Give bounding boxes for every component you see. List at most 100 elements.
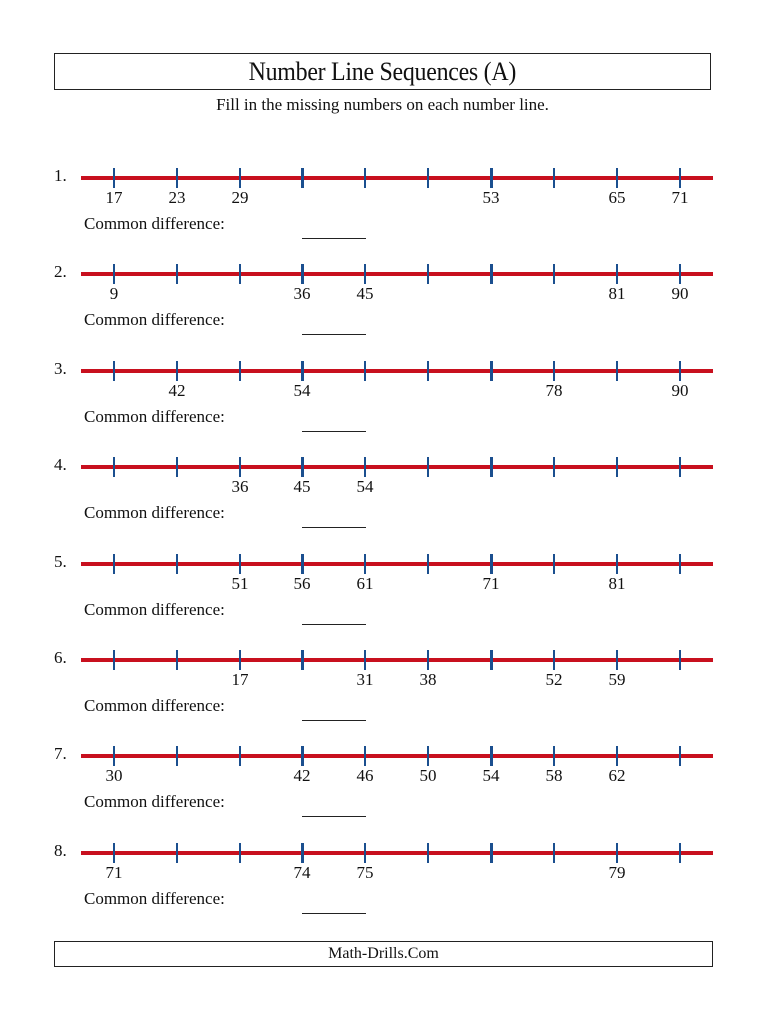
tick-mark <box>300 843 304 863</box>
number-line <box>81 658 713 662</box>
tick-label: 65 <box>608 188 626 207</box>
tick-mark <box>553 650 555 670</box>
problem-6: 6. 17 31 38 52 59 Common difference: <box>0 648 768 748</box>
tick-mark <box>300 554 304 574</box>
tick-label: 46 <box>356 766 374 785</box>
tick-mark <box>239 361 241 381</box>
tick-label: 36 <box>293 284 311 303</box>
tick-mark <box>616 554 618 574</box>
tick-mark <box>553 457 555 477</box>
tick-label: 54 <box>482 766 500 785</box>
tick-mark <box>176 361 178 381</box>
tick-mark <box>239 843 241 863</box>
tick-mark <box>489 361 493 381</box>
number-line <box>81 369 713 373</box>
tick-mark <box>300 650 304 670</box>
number-line <box>81 851 713 855</box>
tick-mark <box>176 843 178 863</box>
tick-mark <box>113 264 115 284</box>
common-difference-label: Common difference: <box>84 889 225 908</box>
common-difference-answer-blank[interactable] <box>302 816 366 817</box>
problem-8: 8. 71 74 75 79 Common difference: <box>0 841 768 941</box>
tick-label: 52 <box>545 670 563 689</box>
tick-label: 42 <box>293 766 311 785</box>
tick-mark <box>616 843 618 863</box>
tick-label: 71 <box>671 188 689 207</box>
common-difference-answer-blank[interactable] <box>302 334 366 335</box>
tick-mark <box>113 650 115 670</box>
tick-mark <box>553 264 555 284</box>
common-difference-answer-blank[interactable] <box>302 624 366 625</box>
tick-mark <box>616 264 618 284</box>
common-difference-answer-blank[interactable] <box>302 913 366 914</box>
tick-label: 71 <box>105 863 123 882</box>
tick-mark <box>239 168 241 188</box>
tick-mark <box>364 554 366 574</box>
tick-label: 17 <box>231 670 249 689</box>
tick-mark <box>679 264 681 284</box>
tick-mark <box>679 168 681 188</box>
tick-mark <box>427 746 429 766</box>
tick-mark <box>616 361 618 381</box>
common-difference-answer-blank[interactable] <box>302 720 366 721</box>
tick-mark <box>489 264 493 284</box>
tick-label: 36 <box>231 477 249 496</box>
tick-mark <box>553 168 555 188</box>
tick-mark <box>489 650 493 670</box>
tick-mark <box>113 457 115 477</box>
tick-mark <box>427 168 429 188</box>
tick-mark <box>176 168 178 188</box>
tick-mark <box>679 650 681 670</box>
tick-mark <box>679 843 681 863</box>
page-title: Number Line Sequences (A) <box>248 57 517 86</box>
tick-mark <box>364 457 366 477</box>
problem-number: 4. <box>54 455 67 474</box>
problem-7: 7. 30 42 46 50 54 58 62 Common difference: <box>0 744 768 844</box>
tick-mark <box>553 843 555 863</box>
tick-mark <box>489 554 493 574</box>
instructions: Fill in the missing numbers on each numb… <box>216 95 549 114</box>
tick-mark <box>679 361 681 381</box>
tick-label: 90 <box>671 381 689 400</box>
tick-mark <box>239 457 241 477</box>
tick-label: 50 <box>419 766 437 785</box>
common-difference-answer-blank[interactable] <box>302 238 366 239</box>
tick-mark <box>113 168 115 188</box>
tick-mark <box>239 554 241 574</box>
tick-mark <box>364 746 366 766</box>
common-difference-label: Common difference: <box>84 696 225 715</box>
common-difference-answer-blank[interactable] <box>302 431 366 432</box>
tick-mark <box>364 843 366 863</box>
tick-label: 59 <box>608 670 626 689</box>
common-difference-label: Common difference: <box>84 407 225 426</box>
tick-mark <box>489 168 493 188</box>
common-difference-label: Common difference: <box>84 503 225 522</box>
tick-label: 53 <box>482 188 500 207</box>
tick-mark <box>427 554 429 574</box>
tick-mark <box>300 264 304 284</box>
tick-label: 23 <box>168 188 186 207</box>
tick-label: 61 <box>356 574 374 593</box>
tick-label: 29 <box>231 188 249 207</box>
tick-mark <box>616 746 618 766</box>
tick-label: 42 <box>168 381 186 400</box>
problem-number: 1. <box>54 166 67 185</box>
tick-mark <box>176 554 178 574</box>
title-box: Number Line Sequences (A) <box>54 53 711 90</box>
problem-number: 8. <box>54 841 67 860</box>
number-line <box>81 754 713 758</box>
number-line <box>81 465 713 469</box>
tick-label: 62 <box>608 766 626 785</box>
common-difference-label: Common difference: <box>84 600 225 619</box>
common-difference-answer-blank[interactable] <box>302 527 366 528</box>
tick-label: 81 <box>608 284 626 303</box>
tick-label: 71 <box>482 574 500 593</box>
problem-number: 2. <box>54 262 67 281</box>
problem-number: 5. <box>54 552 67 571</box>
common-difference-label: Common difference: <box>84 214 225 233</box>
tick-label: 38 <box>419 670 437 689</box>
tick-label: 31 <box>356 670 374 689</box>
tick-label: 45 <box>293 477 311 496</box>
tick-mark <box>616 457 618 477</box>
common-difference-label: Common difference: <box>84 792 225 811</box>
